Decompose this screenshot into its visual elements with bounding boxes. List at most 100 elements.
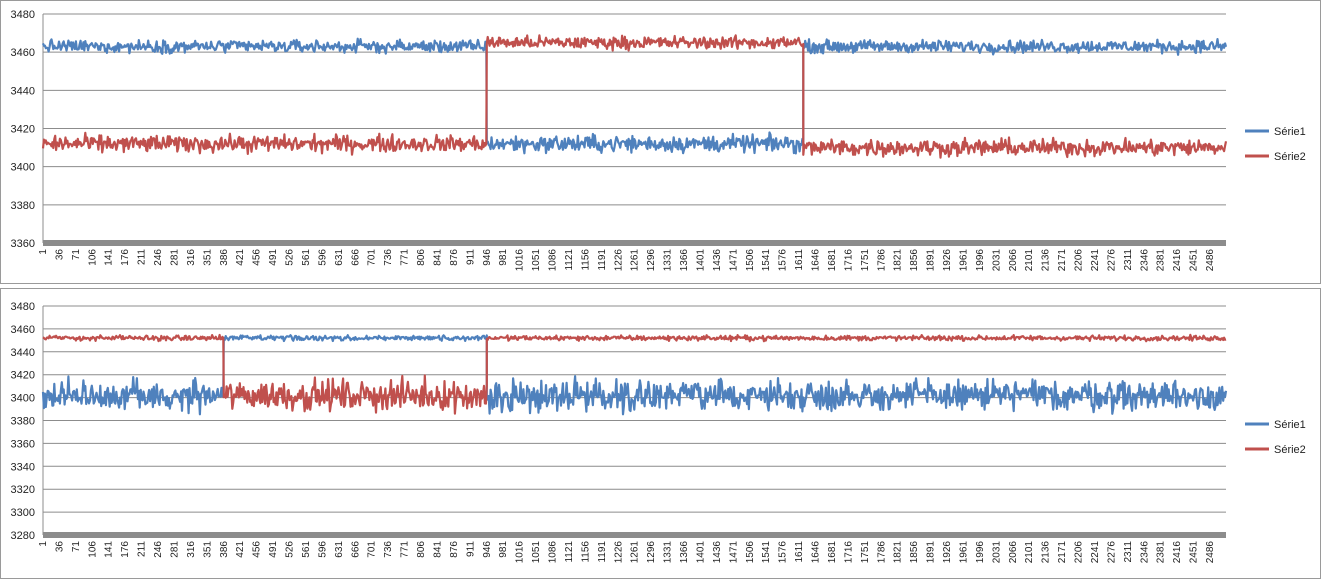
x-tick-label: 491 <box>268 541 279 558</box>
x-tick-label: 2171 <box>1057 541 1068 564</box>
x-tick-label: 1191 <box>597 541 608 563</box>
x-tick-label: 1576 <box>778 249 789 272</box>
x-tick-label: 71 <box>71 541 82 553</box>
x-tick-label: 561 <box>301 249 312 266</box>
x-tick-label: 981 <box>498 249 509 266</box>
x-tick-label: 666 <box>350 541 361 558</box>
x-tick-label: 2136 <box>1041 249 1052 272</box>
x-tick-label: 876 <box>449 541 460 558</box>
x-tick-label: 561 <box>301 541 312 558</box>
y-tick-label: 3340 <box>11 461 35 473</box>
x-tick-label: 736 <box>383 541 394 558</box>
x-tick-label: 1611 <box>794 541 805 563</box>
x-tick-label: 2486 <box>1205 249 1216 272</box>
legend-label-2: Série2 <box>1274 444 1306 456</box>
x-tick-label: 281 <box>169 249 180 266</box>
x-tick-label: 946 <box>482 541 493 558</box>
x-tick-label: 1856 <box>909 249 920 272</box>
x-tick-label: 1226 <box>613 541 624 564</box>
x-tick-label: 1506 <box>745 249 756 272</box>
x-tick-label: 421 <box>235 541 246 558</box>
x-tick-label: 316 <box>186 541 197 558</box>
x-tick-label: 141 <box>104 541 115 558</box>
x-tick-label: 2276 <box>1106 541 1117 564</box>
x-tick-label: 1576 <box>778 541 789 564</box>
x-tick-label: 351 <box>202 541 213 558</box>
x-tick-label: 701 <box>367 249 378 266</box>
x-tick-label: 1 <box>38 541 49 547</box>
y-tick-label: 3360 <box>11 238 35 250</box>
x-tick-label: 2101 <box>1024 541 1035 564</box>
x-tick-label: 666 <box>350 249 361 266</box>
x-tick-label: 1471 <box>728 249 739 272</box>
x-tick-label: 2241 <box>1090 541 1101 564</box>
x-tick-label: 2451 <box>1189 541 1200 564</box>
x-tick-label: 1751 <box>860 541 871 564</box>
legend-label-1: Série1 <box>1274 126 1306 138</box>
x-tick-label: 631 <box>334 249 345 266</box>
x-tick-label: 1086 <box>548 249 559 272</box>
chart-bottom-svg: 3480 3460 3440 3420 3400 3380 3360 3340 3320 3300… <box>11 301 1306 564</box>
x-tick-label: 386 <box>219 249 230 266</box>
x-tick-label: 2066 <box>1008 541 1019 564</box>
x-tick-label: 2101 <box>1024 249 1035 272</box>
x-tick-label: 2066 <box>1008 249 1019 272</box>
x-tick-label: 1891 <box>926 541 937 564</box>
x-tick-label: 1856 <box>909 541 920 564</box>
x-tick-label: 246 <box>153 249 164 266</box>
series-line-2 <box>42 333 1227 415</box>
x-tick-label: 2311 <box>1123 541 1134 563</box>
y-tick-label: 3360 <box>11 438 35 450</box>
x-tick-label: 2276 <box>1106 249 1117 272</box>
x-tick-label: 1646 <box>811 249 822 272</box>
x-tick-label: 1436 <box>712 541 723 564</box>
x-tick-label: 2451 <box>1189 249 1200 272</box>
series-line-2 <box>41 34 1228 159</box>
legend-label-2: Série2 <box>1274 151 1306 163</box>
x-tick-label: 841 <box>432 541 443 558</box>
x-tick-label: 2346 <box>1139 249 1150 272</box>
chart-panel-bottom: 3480 3460 3440 3420 3400 3380 3360 3340 3320 3300… <box>0 288 1321 579</box>
y-tick-label: 3380 <box>11 416 35 428</box>
x-tick-label: 1506 <box>745 541 756 564</box>
x-tick-label: 176 <box>120 541 131 558</box>
y-tick-label: 3460 <box>11 47 35 59</box>
x-tick-label: 106 <box>87 541 98 558</box>
x-tick-label: 911 <box>465 541 476 557</box>
x-tick-label: 1401 <box>695 249 706 272</box>
x-tick-label: 246 <box>153 541 164 558</box>
x-tick-label: 1366 <box>679 249 690 272</box>
x-tick-label: 526 <box>285 249 296 266</box>
y-tick-label: 3320 <box>11 484 35 496</box>
chart-panel-top: 3480 3460 3440 3420 3400 3380 3360 1 36 71 106 141 1… <box>0 0 1321 284</box>
x-tick-label: 701 <box>367 541 378 558</box>
x-tick-label: 771 <box>400 249 411 266</box>
x-tick-label: 1821 <box>893 249 904 272</box>
x-tick-label: 596 <box>317 541 328 558</box>
x-tick-label: 946 <box>482 249 493 266</box>
x-tick-label: 281 <box>169 541 180 558</box>
x-tick-label: 1891 <box>926 249 937 272</box>
series-line-1 <box>41 37 1228 155</box>
x-tick-label: 631 <box>334 541 345 558</box>
x-tick-label: 1 <box>38 249 49 255</box>
y-tick-label: 3440 <box>11 347 35 359</box>
x-tick-label: 2031 <box>991 541 1002 564</box>
y-tick-label: 3280 <box>11 530 35 542</box>
x-tick-label: 2206 <box>1074 249 1085 272</box>
x-tick-label: 1751 <box>860 249 871 272</box>
y-tick-label: 3480 <box>11 9 35 21</box>
series-line-1 <box>41 334 1228 416</box>
x-axis <box>43 240 1226 246</box>
x-tick-label: 2206 <box>1074 541 1085 564</box>
x-tick-label: 2486 <box>1205 541 1216 564</box>
x-tick-label: 806 <box>416 249 427 266</box>
x-tick-label: 2031 <box>991 249 1002 272</box>
x-tick-label: 1541 <box>761 541 772 564</box>
x-tick-label: 771 <box>400 541 411 558</box>
x-tick-label: 1821 <box>893 541 904 564</box>
x-tick-label: 491 <box>268 249 279 266</box>
x-tick-label: 211 <box>137 541 148 557</box>
y-tick-label: 3460 <box>11 324 35 336</box>
